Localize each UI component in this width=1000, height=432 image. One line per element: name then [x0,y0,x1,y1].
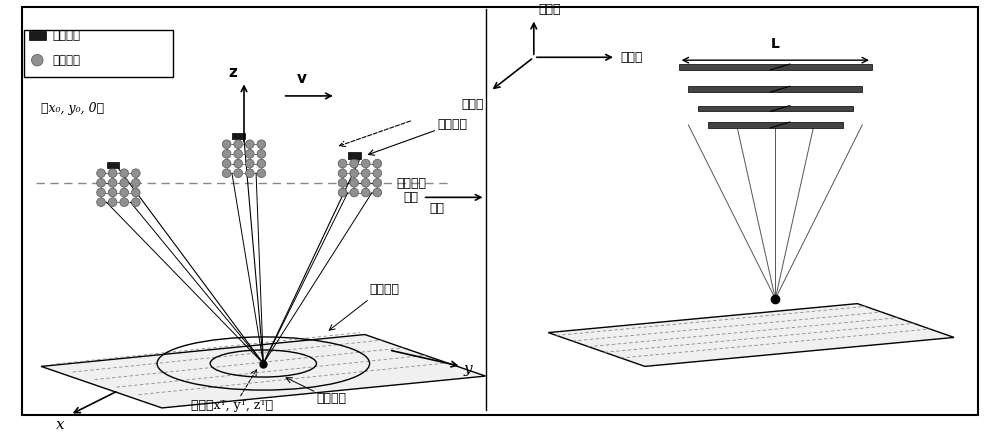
Circle shape [108,198,117,206]
Circle shape [361,169,370,178]
Bar [348,152,361,159]
Circle shape [222,149,231,158]
Circle shape [222,140,231,149]
Circle shape [108,188,117,197]
Text: 接收基阵: 接收基阵 [437,118,467,131]
Polygon shape [548,304,954,366]
Text: 虚拟合成: 虚拟合成 [396,177,426,190]
Text: 航迹: 航迹 [403,191,418,204]
Bar [107,162,119,168]
Circle shape [245,169,254,178]
Circle shape [373,159,382,168]
Bar [679,64,872,70]
Circle shape [222,169,231,178]
Bar [688,86,862,92]
Circle shape [234,159,243,168]
Text: 航迹向: 航迹向 [621,51,643,64]
Circle shape [245,159,254,168]
Circle shape [234,140,243,149]
Circle shape [97,198,105,206]
Circle shape [131,188,140,197]
Text: 航迹: 航迹 [429,203,444,216]
Polygon shape [41,334,486,408]
Circle shape [350,188,358,197]
Circle shape [97,178,105,187]
Text: （x₀, y₀, 0）: （x₀, y₀, 0） [41,102,104,115]
Circle shape [373,178,382,187]
Circle shape [257,149,266,158]
Circle shape [245,140,254,149]
Circle shape [31,54,43,66]
Text: 目标（xᵀ, yᵀ, zᵀ）: 目标（xᵀ, yᵀ, zᵀ） [191,399,273,412]
Text: 水平向: 水平向 [461,98,484,111]
Circle shape [373,188,382,197]
Circle shape [120,188,129,197]
Circle shape [131,178,140,187]
Circle shape [338,178,347,187]
Bar [698,105,853,111]
Text: L: L [771,37,780,51]
Circle shape [222,159,231,168]
Circle shape [131,198,140,206]
Bar [708,122,843,128]
Circle shape [97,188,105,197]
Text: 发射阵元: 发射阵元 [53,29,81,42]
Text: y: y [463,362,472,376]
Circle shape [350,178,358,187]
Circle shape [257,140,266,149]
Circle shape [361,178,370,187]
Circle shape [245,149,254,158]
Bar [232,133,245,140]
Circle shape [234,149,243,158]
Bar [29,31,46,40]
Circle shape [120,169,129,178]
FancyBboxPatch shape [22,7,978,415]
Circle shape [108,169,117,178]
Circle shape [97,169,105,178]
Text: 接收波束: 接收波束 [370,283,400,295]
Text: 深度向: 深度向 [539,3,561,16]
Text: x: x [56,418,65,432]
Circle shape [338,169,347,178]
Circle shape [338,159,347,168]
Circle shape [350,169,358,178]
Circle shape [120,198,129,206]
Text: v: v [297,71,307,86]
Circle shape [373,169,382,178]
Circle shape [350,159,358,168]
Circle shape [108,178,117,187]
Circle shape [361,159,370,168]
Text: 接收阵元: 接收阵元 [53,54,81,67]
Circle shape [338,188,347,197]
Circle shape [120,178,129,187]
Circle shape [234,169,243,178]
Circle shape [361,188,370,197]
Text: z: z [228,64,237,79]
FancyBboxPatch shape [24,30,173,76]
Text: 发射波束: 发射波束 [316,392,346,405]
Circle shape [257,169,266,178]
Circle shape [131,169,140,178]
Circle shape [257,159,266,168]
